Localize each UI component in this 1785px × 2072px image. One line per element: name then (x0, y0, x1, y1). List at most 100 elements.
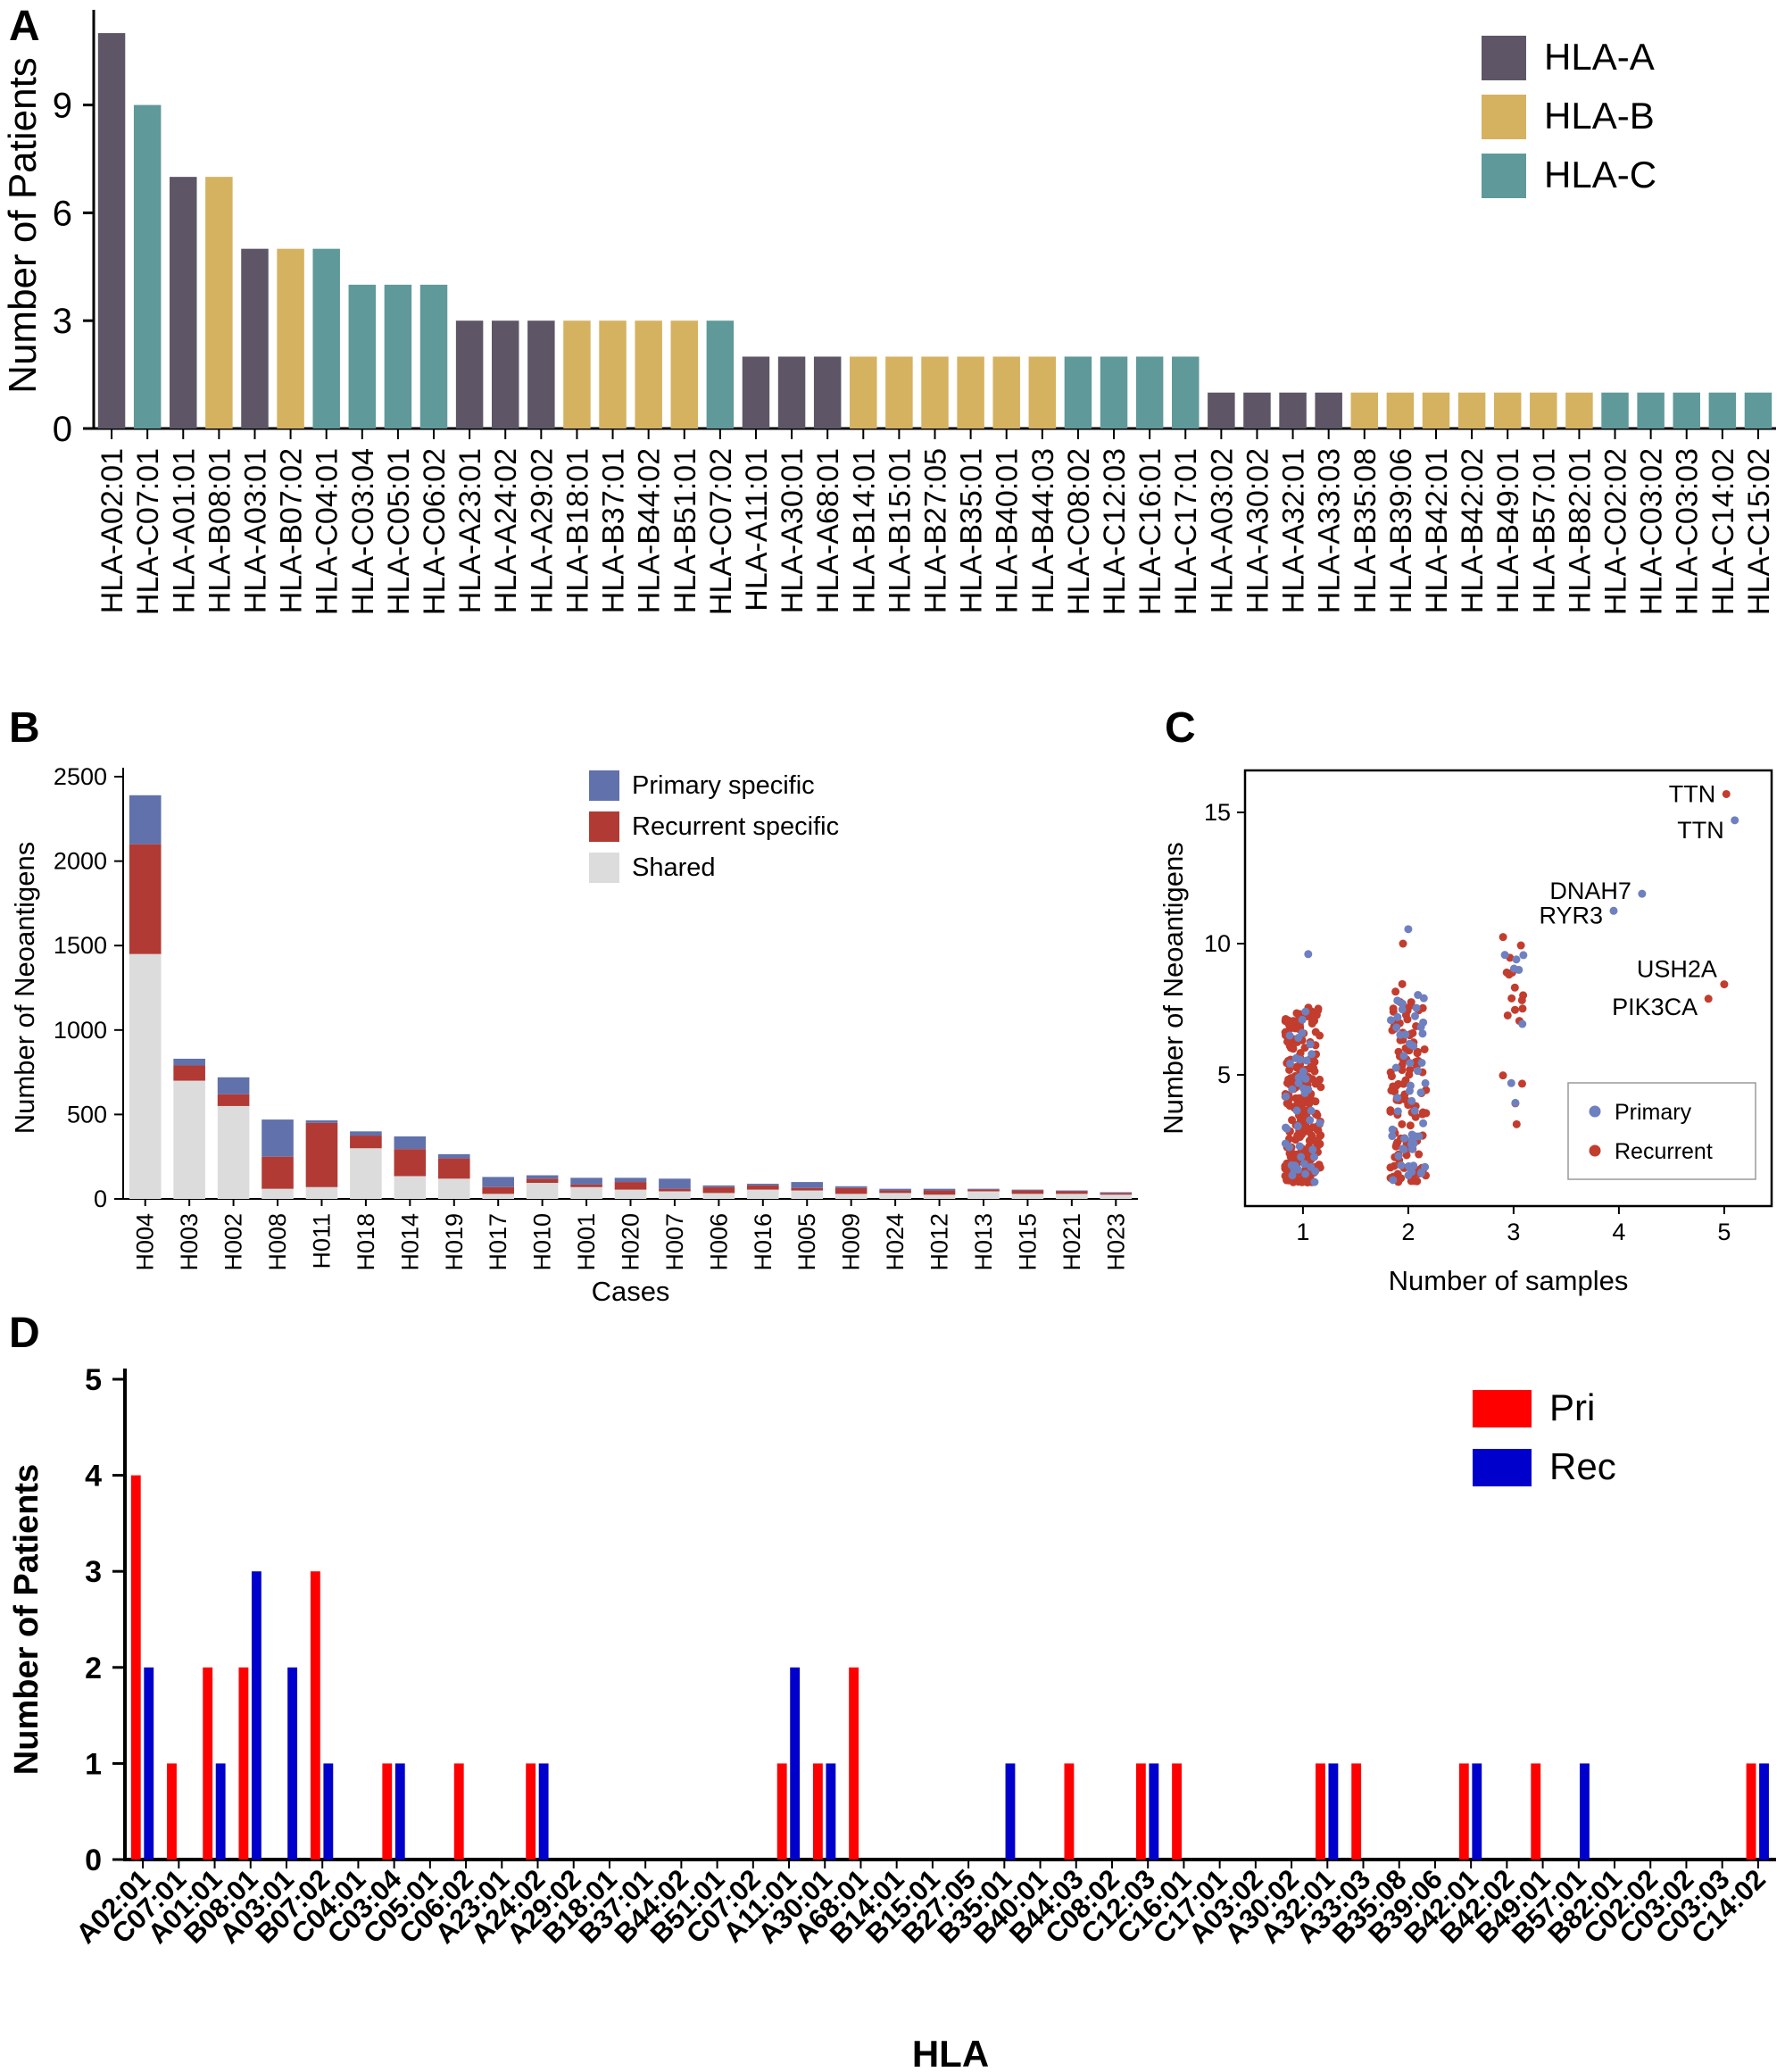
x-tick-label: H003 (176, 1213, 203, 1271)
y-axis-title: Number of Patients (1, 57, 45, 394)
legend-label: HLA-B (1544, 95, 1655, 137)
legend-swatch-HLA-C (1482, 154, 1526, 198)
bar-rec-A32:01 (1328, 1763, 1339, 1860)
x-tick-label: H019 (441, 1213, 468, 1271)
stack-shared-H009 (834, 1194, 868, 1199)
stack-recurrent-H018 (350, 1136, 382, 1149)
bar-pri-A02:01 (130, 1475, 141, 1860)
x-tick-label: 5 (1717, 1219, 1731, 1245)
x-tick-label: HLA-A03:02 (1205, 448, 1239, 613)
point-primary (1282, 1123, 1291, 1132)
point-primary (1393, 1094, 1402, 1103)
y-tick-label: 5 (1217, 1061, 1231, 1088)
x-tick-label: HLA-C07:02 (704, 448, 738, 615)
stack-primary-H021 (1056, 1190, 1088, 1192)
point-primary (1301, 1074, 1310, 1083)
point-primary (1398, 1005, 1407, 1014)
point-primary (1311, 1167, 1320, 1176)
x-tick-label: HLA-C16:01 (1133, 448, 1167, 615)
point-recurrent (1315, 1161, 1324, 1169)
legend-swatch-Rec (1473, 1449, 1532, 1486)
point-recurrent (1499, 1071, 1507, 1080)
point-primary (1297, 1152, 1306, 1161)
x-tick-label: HLA-B08:01 (203, 448, 237, 613)
x-tick-label: HLA-A33:03 (1313, 448, 1347, 613)
x-tick-label: H016 (750, 1213, 776, 1271)
stack-primary-H006 (702, 1185, 735, 1187)
point-primary (1407, 1144, 1416, 1153)
stack-primary-H008 (262, 1119, 294, 1157)
stack-primary-H019 (437, 1153, 470, 1159)
point-recurrent (1314, 1004, 1323, 1013)
x-tick-label: H010 (529, 1213, 556, 1271)
neoantigen-samples-scatter-plot: 5 10 15 1 2 3 4 5 Number of samples Number of Neo… (1158, 769, 1773, 1296)
point-primary (1413, 1067, 1422, 1076)
point-recurrent (1518, 1004, 1527, 1013)
stack-recurrent-H017 (482, 1186, 514, 1194)
stack-recurrent-H015 (1011, 1190, 1044, 1194)
bar-HLA-B44:03 (1028, 356, 1057, 429)
point-primary (1394, 1152, 1403, 1161)
bar-HLA-B39:06 (1386, 392, 1415, 429)
bar-HLA-B42:02 (1457, 392, 1486, 429)
y-tick-label: 5 (85, 1363, 102, 1397)
x-tick-label: HLA-B49:01 (1491, 448, 1525, 613)
point-primary (1285, 1031, 1294, 1040)
point-primary (1301, 1007, 1310, 1016)
point-recurrent (1295, 1094, 1304, 1103)
bar-HLA-B42:01 (1422, 392, 1450, 429)
y-tick-label: 500 (67, 1101, 107, 1128)
bar-HLA-C06:02 (419, 284, 448, 429)
legend-dot-Primary (1589, 1105, 1601, 1118)
bar-pri-B42:01 (1458, 1763, 1469, 1860)
x-tick-label: H014 (396, 1213, 423, 1271)
x-tick-label: H012 (926, 1213, 953, 1271)
x-tick-label: HLA-B42:01 (1420, 448, 1454, 613)
point-primary (1407, 1168, 1416, 1177)
point-recurrent (1499, 933, 1507, 942)
bar-HLA-A02:01 (97, 33, 126, 429)
point-primary (1397, 1161, 1406, 1169)
x-tick-label: HLA-B07:02 (275, 448, 309, 613)
bar-HLA-C02:02 (1601, 392, 1629, 429)
bar-HLA-B08:01 (205, 177, 233, 429)
point-recurrent (1386, 1163, 1395, 1172)
bar-HLA-B35:08 (1350, 392, 1379, 429)
stack-primary-H014 (394, 1136, 427, 1150)
point-primary (1511, 1098, 1520, 1107)
point-recurrent (1288, 1017, 1297, 1026)
point-primary (1292, 1106, 1301, 1115)
bar-pri-B49:01 (1531, 1763, 1541, 1860)
point-primary (1500, 951, 1509, 960)
y-tick-label: 9 (53, 87, 72, 126)
bar-pri-C07:01 (167, 1763, 177, 1860)
stack-primary-H017 (482, 1177, 514, 1187)
x-tick-label: H021 (1059, 1213, 1085, 1271)
bar-HLA-B51:01 (670, 320, 698, 429)
x-tick-label: 1 (1296, 1219, 1309, 1245)
panel-c-label: C (1165, 704, 1196, 752)
bar-rec-C03:04 (394, 1763, 405, 1860)
legend-label: HLA-C (1544, 154, 1656, 196)
x-tick-label: HLA-B82:01 (1563, 448, 1597, 613)
legend-label: Primary (1615, 1100, 1692, 1125)
x-tick-label: H013 (970, 1213, 997, 1271)
y-tick-label: 6 (53, 194, 72, 233)
x-tick-label: HLA-B27:05 (919, 448, 953, 613)
point-recurrent (1310, 1067, 1319, 1076)
x-tick-label: HLA-B37:01 (597, 448, 631, 613)
stack-primary-H003 (173, 1058, 205, 1066)
point-primary (1410, 1011, 1419, 1020)
bar-HLA-C17:01 (1172, 356, 1200, 429)
legend-dot-Recurrent (1589, 1144, 1601, 1157)
stack-shared-H010 (526, 1183, 559, 1199)
x-tick-label: HLA-B35:01 (955, 448, 989, 613)
bar-rec-A03:01 (287, 1667, 298, 1860)
panel-d-label: D (9, 1310, 40, 1357)
x-tick-label: HLA-A23:01 (453, 448, 487, 613)
point-primary (1295, 1142, 1304, 1151)
point-primary (1407, 1040, 1416, 1049)
x-tick-label: H018 (353, 1213, 379, 1271)
stack-primary-H016 (747, 1183, 779, 1186)
